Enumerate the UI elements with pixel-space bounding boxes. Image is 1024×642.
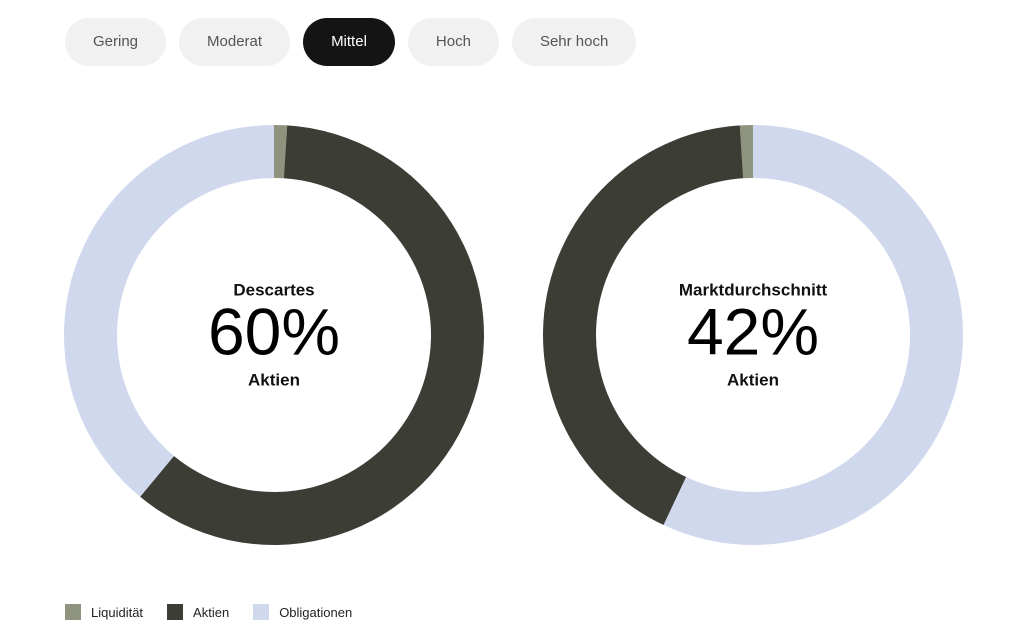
center-label: Aktien <box>727 370 779 389</box>
legend-item: Liquidität <box>65 604 143 620</box>
tab-bar: Gering Moderat Mittel Hoch Sehr hoch <box>65 18 637 66</box>
tab-button[interactable]: Moderat <box>179 18 291 66</box>
legend-item: Aktien <box>167 604 229 620</box>
legend-swatch <box>167 604 184 620</box>
center-value: 60% <box>208 294 340 368</box>
donut-slice <box>739 125 753 179</box>
legend: Liquidität Aktien Obligationen <box>65 604 352 620</box>
legend-label: Obligationen <box>279 604 353 620</box>
center-label: Aktien <box>248 370 300 389</box>
tab-button[interactable]: Gering <box>65 18 167 66</box>
legend-swatch <box>253 604 270 620</box>
center-value: 42% <box>687 294 819 368</box>
chart-title: Descartes <box>233 280 314 299</box>
legend-item: Obligationen <box>253 604 352 620</box>
legend-label: Liquidität <box>91 604 144 620</box>
legend-label: Aktien <box>193 604 230 620</box>
tab-button[interactable]: Mittel <box>303 18 395 66</box>
chart-title: Marktdurchschnitt <box>679 280 828 299</box>
donut-slice <box>140 125 485 545</box>
tab-button[interactable]: Hoch <box>407 18 499 66</box>
donut-slice <box>663 125 964 545</box>
tab-button[interactable]: Sehr hoch <box>511 18 637 66</box>
legend-swatch <box>65 604 81 620</box>
donut-slice <box>64 125 274 497</box>
donut-slice <box>543 125 744 526</box>
donut-slice <box>274 125 288 179</box>
